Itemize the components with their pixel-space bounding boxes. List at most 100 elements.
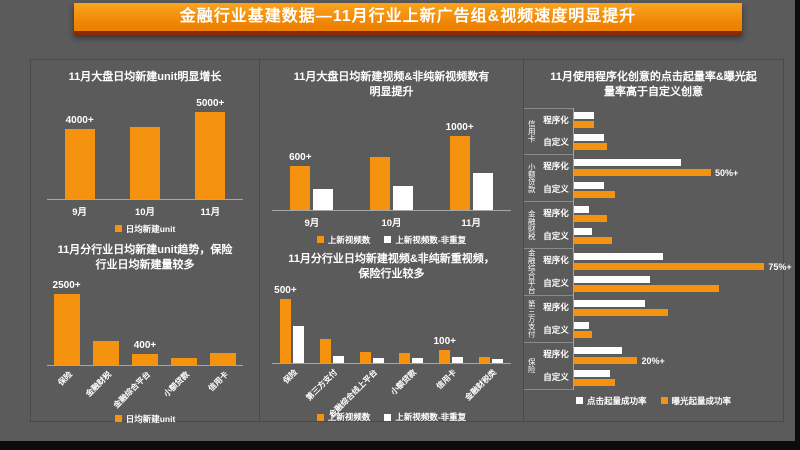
chart-legend: 日均新建unit — [31, 413, 259, 425]
expose-bar-line — [574, 284, 777, 292]
legend-item: 点击起量成功率 — [575, 395, 647, 407]
orange-legend-swatch — [114, 225, 122, 233]
chart-legend: 上新视频数 上新视频数-非重复 — [260, 234, 523, 246]
chart-unit-monthly: 11月大盘日均新建unit明显增长 4000+ 5000+ 9月 10月 11月 日均… — [31, 60, 259, 235]
legend-item: 上新视频数-非重复 — [384, 234, 466, 246]
hbar-groups: 信用卡 程序化 自定义 小额贷款 程序化 自定义 50%+ 金融财税 程序化 自定义 金融综合平台程… — [524, 107, 792, 390]
expose-success-bar — [574, 378, 615, 386]
slide-background: 金融行业基建数据—11月行业上新广告组&视频速度明显提升 11月大盘日均新建un… — [0, 0, 795, 441]
click-success-bar — [574, 300, 646, 308]
value-label: 50%+ — [715, 167, 739, 178]
x-axis-label-text: 保险 — [56, 369, 74, 387]
x-axis-labels: 保险 金融财税 金融综合平台 小额贷款 信用卡 — [47, 366, 243, 409]
creative-type-label: 自定义 — [543, 137, 569, 148]
x-axis-labels: 9月 10月 11月 — [272, 211, 511, 229]
click-success-bar — [574, 252, 663, 260]
x-axis-label: 金融综合平台 — [112, 366, 164, 409]
industry-group: 金融财税 程序化 自定义 — [524, 201, 783, 249]
industry-label-text: 信用卡 — [527, 119, 537, 143]
chart-legend: 点击起量成功率 曝光起量成功率 — [524, 395, 783, 407]
white-bar — [392, 185, 413, 210]
bars-area: 20%+ — [573, 342, 783, 390]
x-axis-label-text: 10月 — [381, 217, 402, 229]
group-label-area: 第三方支付 程序化 自定义 — [524, 296, 573, 343]
x-axis-label: 保险 — [272, 364, 312, 406]
chart-plot: 600+ 1000+ — [272, 114, 511, 211]
bar-group — [92, 340, 119, 365]
bar-group: 100+ — [433, 336, 464, 364]
expose-success-bar — [574, 169, 712, 177]
bar-group — [129, 126, 160, 199]
industry-label: 金融综合平台 — [524, 249, 539, 295]
click-success-bar — [574, 346, 623, 354]
x-axis-label: 金融财税类 — [463, 364, 511, 406]
orange-bar — [359, 352, 371, 364]
value-label: 500+ — [274, 285, 297, 297]
group-label-area: 金融财税 程序化 自定义 — [524, 202, 573, 249]
bars-area: 50%+ — [573, 154, 783, 202]
bar-group — [210, 352, 237, 365]
group-label-area: 金融综合平台 程序化 自定义 — [524, 249, 573, 296]
legend-item: 曝光起量成功率 — [660, 395, 731, 407]
value-label: 400+ — [133, 339, 157, 351]
industry-label-text: 金融综合平台 — [527, 249, 537, 295]
creative-type-labels: 程序化 自定义 — [539, 155, 573, 201]
x-axis-label-text: 保险 — [281, 368, 299, 386]
bar-pair — [574, 206, 777, 223]
expose-success-bar — [574, 121, 595, 129]
value-label: 1000+ — [445, 121, 474, 133]
expose-bar-line — [574, 309, 777, 317]
creative-type-label: 自定义 — [543, 278, 569, 289]
chart-title: 11月大盘日均新建视频&非纯新视频数有明显提升 — [293, 71, 490, 98]
dashboard-grid: 11月大盘日均新建unit明显增长 4000+ 5000+ 9月 10月 11月 日均… — [30, 59, 792, 425]
orange-bar — [439, 350, 451, 364]
legend-item: 上新视频数-非重复 — [384, 411, 466, 423]
page-title: 金融行业基建数据—11月行业上新广告组&视频速度明显提升 — [74, 3, 742, 35]
x-axis-labels: 9月 10月 11月 — [47, 200, 243, 218]
orange-bar — [449, 135, 470, 210]
x-axis-label: 11月 — [178, 200, 243, 218]
legend-item: 日均新建unit — [114, 223, 175, 235]
x-axis-label-text: 小额贷款 — [389, 368, 419, 398]
bars-area — [573, 295, 783, 343]
industry-label-text: 金融财税 — [527, 209, 537, 240]
expose-bar-line: 20%+ — [574, 356, 777, 366]
industry-label: 第三方支付 — [524, 296, 539, 342]
bar-pair — [574, 275, 777, 292]
bar-pair — [574, 227, 777, 244]
column-middle: 11月大盘日均新建视频&非纯新视频数有明显提升 600+ 1000+ 9月 10月 1… — [260, 60, 524, 423]
legend-label: 点击起量成功率 — [586, 395, 647, 406]
x-axis-label: 10月 — [112, 200, 177, 218]
value-label: 75%+ — [768, 261, 792, 272]
orange-bar — [290, 165, 311, 210]
x-axis-label: 9月 — [272, 211, 352, 229]
creative-type-label: 自定义 — [543, 325, 569, 336]
industry-label-text: 保险 — [527, 358, 537, 374]
click-success-bar — [574, 206, 590, 214]
industry-group: 信用卡 程序化 自定义 — [524, 107, 783, 155]
white-bar — [292, 326, 304, 364]
click-success-bar — [574, 133, 605, 141]
orange-bar — [399, 353, 411, 364]
industry-group: 保险 程序化 自定义 20%+ — [524, 342, 783, 390]
creative-type-labels: 程序化 自定义 — [539, 343, 573, 389]
industry-label: 金融财税 — [524, 202, 539, 248]
white-legend-swatch — [384, 413, 392, 421]
orange-bar — [195, 111, 226, 199]
orange-legend-swatch — [316, 413, 324, 421]
group-label-area: 小额贷款 程序化 自定义 — [524, 155, 573, 202]
expose-success-bar — [574, 236, 613, 244]
x-axis-label-text: 小额贷款 — [162, 369, 192, 399]
bars-area — [573, 107, 783, 155]
creative-type-label: 自定义 — [543, 184, 569, 195]
industry-group: 金融综合平台 程序化 自定义 75%+ — [524, 248, 792, 296]
expose-bar-line: 50%+ — [574, 168, 777, 178]
click-success-bar — [574, 275, 651, 283]
creative-type-label: 自定义 — [543, 231, 569, 242]
industry-label-text: 小额贷款 — [527, 162, 537, 193]
bar-group — [319, 339, 344, 364]
group-label-area: 保险 程序化 自定义 — [524, 343, 573, 390]
x-axis-label-text: 11月 — [461, 217, 481, 229]
orange-bar — [53, 293, 80, 365]
click-success-bar — [574, 369, 610, 377]
